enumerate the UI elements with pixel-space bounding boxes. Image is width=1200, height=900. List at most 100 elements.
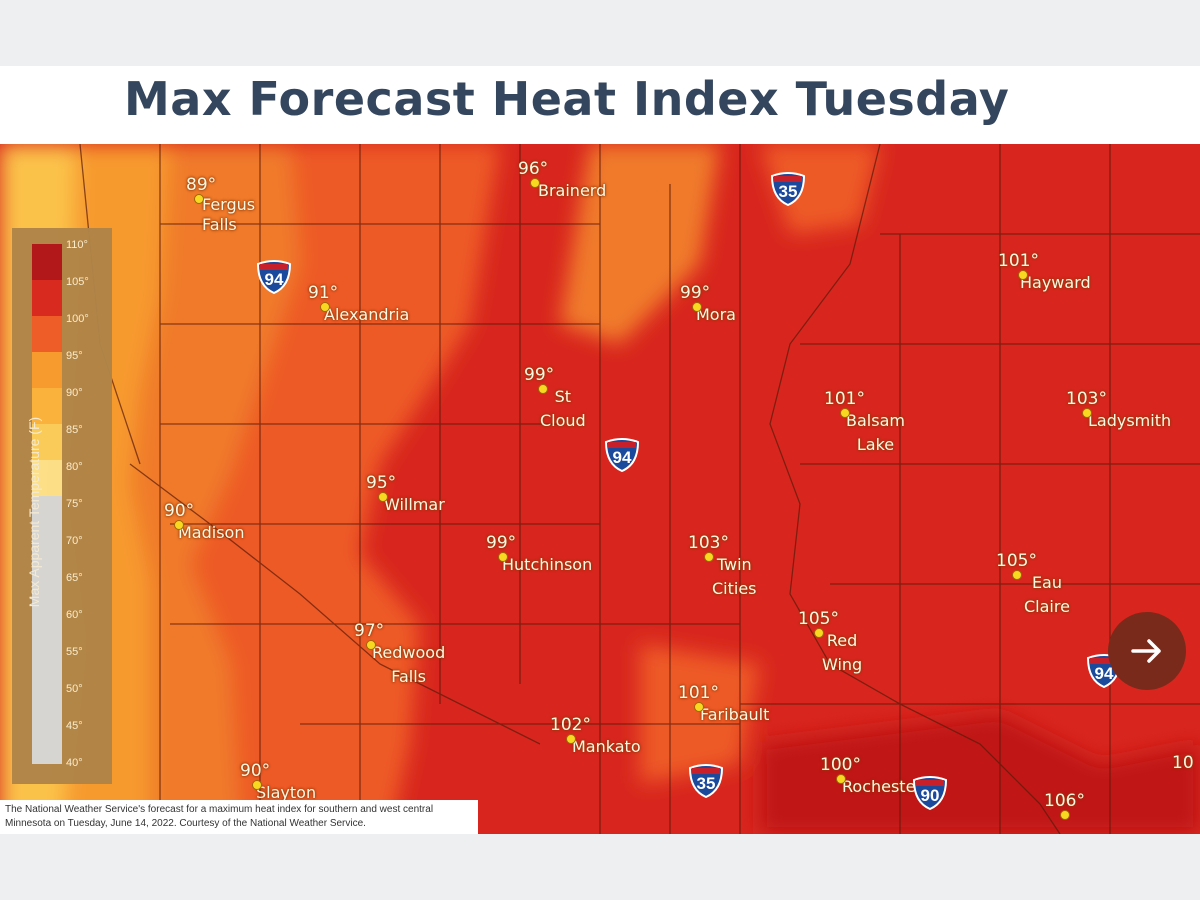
- legend-title: Max Apparent Temperature (F): [26, 416, 42, 608]
- interstate-icon: [912, 776, 948, 810]
- city-name: Alexandria: [324, 305, 410, 324]
- city-label: 90° Slayton: [240, 762, 316, 805]
- city-marker: [1082, 408, 1092, 418]
- city-temperature: 90°: [240, 761, 271, 781]
- interstate-number: 94: [264, 270, 284, 289]
- city-name: St Cloud: [540, 387, 586, 430]
- city-marker: [1012, 570, 1022, 580]
- image-caption: The National Weather Service's forecast …: [0, 800, 478, 834]
- city-name: Balsam Lake: [846, 411, 905, 454]
- city-marker: [252, 780, 262, 790]
- city-name: Hutchinson: [502, 555, 593, 574]
- city-label: 10: [1172, 754, 1194, 773]
- page-title: Max Forecast Heat Index Tuesday: [124, 72, 1010, 126]
- city-name: Eau Claire: [1024, 573, 1070, 616]
- interstate-shield: 94: [256, 260, 292, 294]
- interstate-shield: 35: [770, 172, 806, 206]
- city-label: 105° Eau Claire: [996, 552, 1070, 619]
- interstate-number: 94: [1094, 664, 1114, 683]
- interstate-number: 35: [696, 774, 716, 793]
- city-name: Willmar: [384, 495, 445, 514]
- city-marker: [498, 552, 508, 562]
- city-name: Mankato: [572, 737, 641, 756]
- city-temperature: 100°: [820, 755, 861, 775]
- city-label: 102° Mankato: [550, 716, 641, 759]
- city-marker: [692, 302, 702, 312]
- interstate-number: 94: [612, 448, 632, 467]
- city-label: 99° St Cloud: [524, 366, 586, 433]
- city-temperature: 99°: [486, 533, 517, 553]
- city-temperature: 105°: [798, 609, 839, 629]
- legend-tick: 65°: [66, 572, 83, 584]
- city-temperature: 91°: [308, 283, 339, 303]
- city-label: 90° Madison: [164, 502, 244, 545]
- title-bar: Max Forecast Heat Index Tuesday: [0, 66, 1200, 144]
- city-marker: [1018, 270, 1028, 280]
- legend-tick: 80°: [66, 461, 83, 473]
- legend-tick: 105°: [66, 276, 89, 288]
- city-name: Slayton: [256, 783, 317, 802]
- city-name: Red Wing: [822, 631, 863, 674]
- city-label: 97° Redwood Falls: [354, 622, 445, 689]
- city-temperature: 101°: [824, 389, 865, 409]
- city-marker: [840, 408, 850, 418]
- city-temperature: 101°: [998, 251, 1039, 271]
- city-label: 100° Rochester: [820, 756, 922, 799]
- city-name: Redwood Falls: [372, 643, 446, 686]
- city-name: Madison: [178, 523, 245, 542]
- city-marker: [566, 734, 576, 744]
- interstate-number: 35: [778, 182, 798, 201]
- legend-tick: 85°: [66, 424, 83, 436]
- city-label: 103° Ladysmith: [1066, 390, 1171, 433]
- next-slide-button[interactable]: [1108, 612, 1186, 690]
- city-label: 103° Twin Cities: [688, 534, 757, 601]
- city-temperature: 99°: [680, 283, 711, 303]
- arrow-right-icon: [1131, 639, 1161, 663]
- city-temperature: 99°: [524, 365, 555, 385]
- city-label: 95° Willmar: [366, 474, 445, 517]
- city-label: 99° Mora: [680, 284, 736, 327]
- city-temperature: 90°: [164, 501, 195, 521]
- city-label: 101° Faribault: [678, 684, 769, 727]
- color-legend: Max Apparent Temperature (F) 110° 105° 1…: [12, 228, 112, 784]
- city-name: Hayward: [1020, 273, 1091, 292]
- city-temperature: 89°: [186, 175, 217, 195]
- city-marker: [320, 302, 330, 312]
- legend-tick: 75°: [66, 498, 83, 510]
- city-marker: [366, 640, 376, 650]
- legend-tick: 70°: [66, 535, 83, 547]
- heat-index-map: 89° Fergus Falls 96° Brainerd 91° Alexan…: [0, 144, 1200, 834]
- city-marker: [530, 178, 540, 188]
- interstate-shield: 35: [688, 764, 724, 798]
- legend-tick: 100°: [66, 313, 89, 325]
- interstate-icon: [770, 172, 806, 206]
- city-temperature: 10: [1172, 753, 1194, 773]
- city-label: 106°: [1044, 791, 1085, 820]
- city-name: Twin Cities: [712, 555, 757, 598]
- interstate-number: 90: [920, 786, 940, 805]
- city-temperature: 102°: [550, 715, 591, 735]
- legend-tick: 50°: [66, 683, 83, 695]
- city-temperature: 106°: [1044, 791, 1085, 811]
- city-temperature: 95°: [366, 473, 397, 493]
- city-temperature: 103°: [1066, 389, 1107, 409]
- interstate-shield: 90: [912, 776, 948, 810]
- city-name: Rochester: [842, 777, 922, 796]
- slide: Max Forecast Heat Index Tuesday: [0, 66, 1200, 834]
- city-label: 105° Red Wing: [798, 610, 862, 677]
- city-label: 99° Hutchinson: [486, 534, 592, 577]
- legend-tick: 45°: [66, 720, 83, 732]
- legend-tick: 55°: [66, 646, 83, 658]
- city-name: Mora: [696, 305, 736, 324]
- city-marker: [694, 702, 704, 712]
- city-name: Fergus Falls: [202, 195, 256, 234]
- legend-tick: 95°: [66, 350, 83, 362]
- city-marker: [194, 194, 204, 204]
- city-marker: [836, 774, 846, 784]
- city-marker: [1060, 810, 1070, 820]
- city-label: 101° Hayward: [998, 252, 1091, 295]
- city-marker: [174, 520, 184, 530]
- legend-tick: 90°: [66, 387, 83, 399]
- interstate-shield: 94: [604, 438, 640, 472]
- city-temperature: 103°: [688, 533, 729, 553]
